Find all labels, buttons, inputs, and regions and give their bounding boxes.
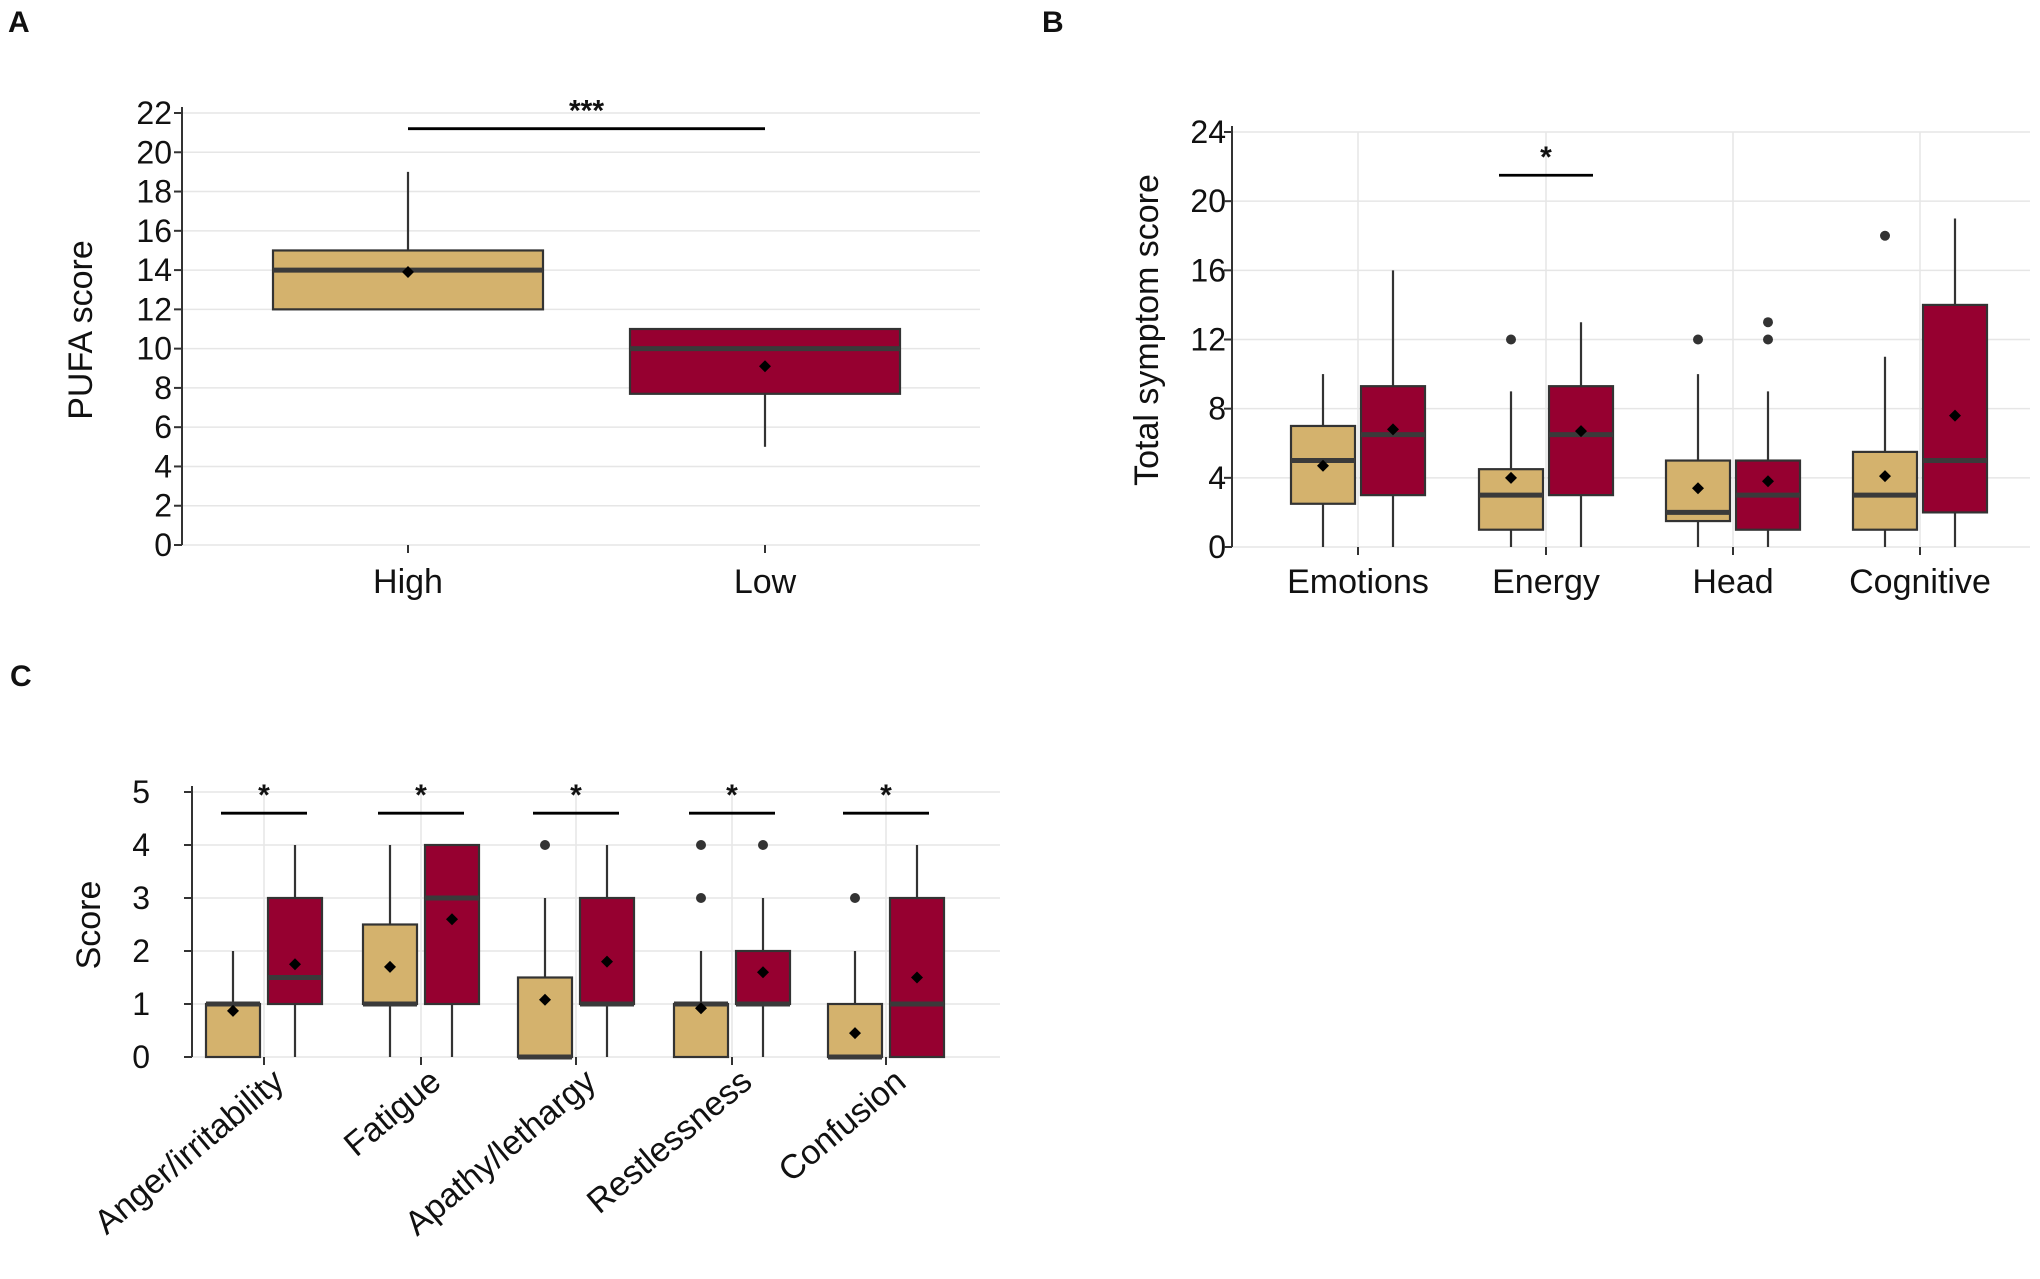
panel-b-energy-low-box: [1547, 385, 1615, 497]
panel-c-y-tick-label: 3: [132, 880, 150, 916]
panel-b-y-axis-label: Total symptom score: [1128, 174, 1166, 486]
panel-b-cognitive-low-box: [1921, 303, 1989, 514]
panel-c-restlessness-high-outlier-point: [696, 840, 706, 850]
panel-c-apathy-lethargy-high-outlier-point: [540, 840, 550, 850]
panel-b-head-low-outlier-point: [1763, 334, 1773, 345]
panel-a-high-high-mean-marker: [402, 266, 414, 279]
panel-b-cognitive-high-mean-marker: [1879, 470, 1891, 483]
panel-c-significance-label: *: [415, 779, 427, 812]
panel-b-y-tick-label: 20: [1190, 183, 1226, 219]
panel-c-apathy-lethargy-high-box: [516, 976, 574, 1059]
panel-c-anger-irritability-high-mean-marker: [227, 1004, 239, 1017]
panel-c-restlessness-low-mean-marker: [757, 966, 769, 979]
panel-a-y-tick-label: 4: [154, 448, 172, 484]
panel-label-b: B: [1042, 6, 1064, 39]
panel-c-confusion-high-mean-marker: [849, 1027, 861, 1040]
panel-a-high-high-box: [271, 249, 545, 311]
panel-b-head-low-outlier-point: [1763, 317, 1773, 328]
panel-b-x-category-label: Head: [1692, 563, 1773, 601]
panel-c-anger-irritability-low-mean-marker: [289, 958, 301, 971]
panel-a-x-category-label: High: [373, 563, 443, 601]
panel-c-apathy-lethargy-high-mean-marker: [539, 993, 551, 1006]
panel-b-y-tick-label: 0: [1208, 529, 1226, 565]
panel-c-anger-irritability-high-box: [204, 1002, 262, 1059]
panel-b-energy-high-mean-marker: [1505, 471, 1517, 484]
panel-b-x-category-label: Energy: [1492, 563, 1600, 601]
panel-b-x-category-label: Emotions: [1287, 563, 1429, 601]
panel-label-a: A: [8, 6, 30, 39]
panel-b-head-low-mean-marker: [1762, 475, 1774, 488]
panel-c-confusion-high-outlier-point: [850, 893, 860, 903]
panel-a-x-category-label: Low: [734, 563, 797, 601]
panel-c-x-category-label: Restlessness: [580, 1062, 759, 1221]
panel-c-anger-irritability-low-box: [266, 896, 324, 1006]
panel-c-y-axis-label: Score: [70, 881, 108, 970]
panel-a-y-tick-label: 18: [136, 174, 172, 210]
panel-a-y-tick-label: 0: [154, 527, 172, 563]
panel-label-c: C: [10, 660, 32, 693]
panel-a-low-low-mean-marker: [759, 360, 771, 373]
panel-b-head-high-mean-marker: [1692, 482, 1704, 495]
panel-c-apathy-lethargy-low-mean-marker: [601, 955, 613, 968]
panel-c-significance-label: *: [570, 779, 582, 812]
panel-b-energy-low-mean-marker: [1575, 425, 1587, 438]
panel-a-significance-label: ***: [569, 95, 604, 128]
panel-b-emotions-low-mean-marker: [1387, 423, 1399, 436]
panel-c-apathy-lethargy-low-box: [578, 896, 636, 1006]
panel-a-y-tick-label: 16: [136, 213, 172, 249]
panel-a-y-tick-label: 6: [154, 409, 172, 445]
panel-c-restlessness-high-outlier-point: [696, 893, 706, 903]
panel-b-boxplot: 0 4 8 12 16 20 24 Total symptom score Emotions En…: [1128, 114, 2030, 601]
panel-c-y-tick-label: 5: [132, 774, 150, 810]
panel-c-confusion-low-mean-marker: [911, 971, 923, 984]
panel-c-significance-label: *: [880, 779, 892, 812]
panel-c-fatigue-low-mean-marker: [446, 913, 458, 926]
panel-c-y-tick-label: 0: [132, 1039, 150, 1075]
panel-c-significance-label: *: [726, 779, 738, 812]
panel-b-y-tick-label: 4: [1208, 460, 1226, 496]
panel-b-energy-high-outlier-point: [1506, 334, 1516, 345]
panel-a-y-tick-label: 2: [154, 488, 172, 524]
panel-c-x-category-label: Confusion: [771, 1062, 913, 1190]
panel-b-y-tick-label: 8: [1208, 391, 1226, 427]
panel-c-y-tick-label: 4: [132, 827, 150, 863]
panel-b-cognitive-high-box: [1851, 450, 1919, 531]
panel-c-y-tick-label: 1: [132, 986, 150, 1022]
panel-b-x-category-label: Cognitive: [1849, 563, 1991, 601]
panel-b-significance-label: *: [1540, 141, 1552, 174]
panel-c-significance-label: *: [258, 779, 270, 812]
panel-b-cognitive-high-outlier-point: [1880, 230, 1890, 241]
panel-c-restlessness-low-outlier-point: [758, 840, 768, 850]
panel-c-y-tick-label: 2: [132, 933, 150, 969]
panel-a-y-tick-label: 22: [136, 95, 172, 131]
panel-b-emotions-low-box: [1359, 385, 1427, 497]
panel-c-restlessness-high-mean-marker: [695, 1002, 707, 1015]
panel-b-y-tick-label: 24: [1190, 114, 1226, 150]
panel-a-y-tick-label: 20: [136, 134, 172, 170]
panel-b-head-high-outlier-point: [1693, 334, 1703, 345]
panel-a-y-tick-label: 14: [136, 252, 172, 288]
panel-a-y-tick-label: 8: [154, 370, 172, 406]
panel-b-y-tick-label: 12: [1190, 322, 1226, 358]
panel-a-y-axis-label: PUFA score: [62, 240, 100, 420]
panel-a-y-tick-label: 10: [136, 331, 172, 367]
panel-c-x-category-label: Anger/irritability: [87, 1062, 291, 1242]
panel-a-y-tick-label: 12: [136, 291, 172, 327]
panel-c-fatigue-high-mean-marker: [384, 960, 396, 973]
panel-c-x-category-label: Fatigue: [337, 1062, 448, 1164]
panel-b-y-tick-label: 16: [1190, 252, 1226, 288]
panel-b-cognitive-low-mean-marker: [1949, 409, 1961, 422]
panel-b-emotions-high-mean-marker: [1317, 459, 1329, 472]
